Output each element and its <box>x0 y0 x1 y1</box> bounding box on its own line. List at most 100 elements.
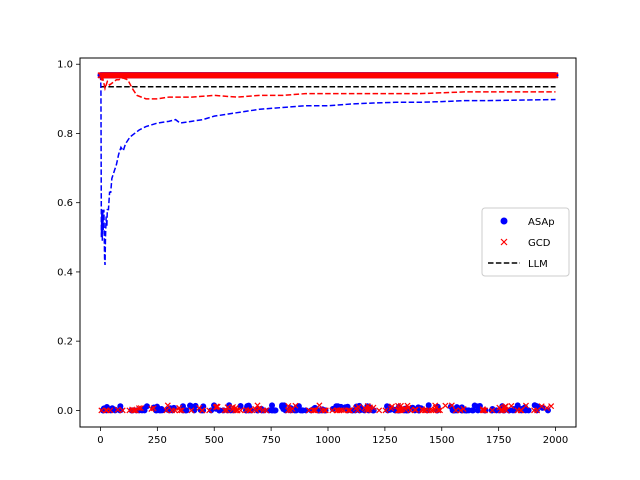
point-gcd-low <box>305 407 312 414</box>
point-asap-low <box>154 403 161 410</box>
point-asap-low <box>269 402 276 409</box>
point-asap-low <box>514 402 521 409</box>
point-gcd-low <box>285 402 292 410</box>
point-gcd-low <box>234 407 241 414</box>
point-gcd-low <box>163 407 170 414</box>
point-gcd-low <box>107 407 114 414</box>
point-gcd-low <box>252 405 259 412</box>
point-gcd-low <box>229 406 236 413</box>
point-gcd-low <box>479 406 486 413</box>
point-gcd-low <box>329 407 336 414</box>
point-gcd-low <box>178 407 185 414</box>
point-asap-low <box>525 407 532 414</box>
point-gcd-low <box>260 407 267 414</box>
x-tick-label: 750 <box>262 435 281 446</box>
point-gcd-low <box>188 407 195 414</box>
point-gcd-low <box>164 402 171 409</box>
series-gcd <box>97 72 559 414</box>
x-tick-label: 2000 <box>543 435 568 446</box>
point-gcd-low <box>460 405 467 412</box>
y-tick-label: 0.2 <box>57 337 73 348</box>
point-gcd-low <box>421 407 428 414</box>
point-gcd-low <box>508 402 515 409</box>
legend-marker-asap <box>500 217 508 225</box>
point-gcd-low <box>538 403 545 410</box>
point-gcd-low <box>311 407 318 414</box>
series-layer <box>97 72 559 414</box>
point-gcd-low <box>114 406 121 413</box>
point-asap-low <box>469 407 476 414</box>
point-gcd-low <box>206 407 213 414</box>
point-gcd-low <box>404 402 411 409</box>
point-asap-low <box>272 407 279 414</box>
point-asap-low <box>158 405 165 412</box>
x-tick-label: 500 <box>205 435 224 446</box>
point-gcd-low <box>543 404 550 412</box>
point-gcd-low <box>334 407 341 414</box>
point-gcd-low <box>452 407 459 414</box>
point-gcd-low <box>98 407 105 414</box>
point-gcd-low <box>522 402 529 409</box>
point-asap-low <box>534 403 541 410</box>
point-gcd-low <box>479 407 486 414</box>
y-tick-label: 1.0 <box>57 60 73 71</box>
point-gcd-low <box>411 406 418 413</box>
point-gcd-low <box>221 407 228 414</box>
point-gcd-low <box>214 403 221 410</box>
point-gcd-low <box>212 404 219 411</box>
point-asap-low <box>237 402 244 409</box>
point-gcd-low <box>340 407 347 414</box>
point-gcd-low <box>436 407 444 414</box>
point-gcd-low <box>318 407 325 414</box>
point-gcd-low <box>346 407 354 414</box>
point-asap-low <box>425 402 432 409</box>
y-axis: 0.0 0.2 0.4 0.6 0.8 1.0 <box>57 60 80 417</box>
x-tick-label: 1250 <box>372 435 397 446</box>
point-gcd-low <box>352 405 359 412</box>
point-gcd-top <box>552 72 559 79</box>
point-gcd-low <box>289 405 296 412</box>
point-gcd-low <box>135 405 143 412</box>
y-tick-label: 0.8 <box>57 129 73 140</box>
point-gcd-low <box>176 407 183 414</box>
legend-label-gcd: GCD <box>528 238 551 249</box>
x-tick-label: 1500 <box>429 435 454 446</box>
point-gcd-low <box>531 407 538 414</box>
series-line-4 <box>99 74 556 100</box>
point-gcd-low <box>137 405 144 412</box>
point-gcd-low <box>503 407 510 414</box>
x-axis: 0 250 500 750 1000 1250 1500 1750 2000 <box>97 427 568 446</box>
point-gcd-low <box>223 407 230 414</box>
y-tick-label: 0.4 <box>57 267 73 278</box>
point-gcd-low <box>321 407 328 414</box>
point-gcd-low <box>131 407 138 414</box>
point-gcd-low <box>150 405 157 412</box>
x-tick-label: 1000 <box>315 435 340 446</box>
legend-label-asap: ASAp <box>528 217 555 228</box>
point-gcd-low <box>489 407 496 414</box>
point-gcd-low <box>382 407 389 414</box>
point-gcd-low <box>428 407 435 414</box>
legend-box <box>481 207 570 277</box>
point-asap-low <box>188 403 195 410</box>
point-gcd-low <box>514 407 521 414</box>
point-gcd-low <box>345 407 352 414</box>
point-gcd-low <box>398 406 405 413</box>
point-gcd-low <box>388 405 395 412</box>
point-gcd-low <box>448 402 455 409</box>
point-gcd-low <box>548 403 555 410</box>
point-asap-low <box>192 402 199 409</box>
point-gcd-low <box>254 402 261 409</box>
point-gcd-low <box>407 407 414 414</box>
point-asap-low <box>143 403 150 410</box>
point-gcd-low <box>432 404 439 411</box>
point-gcd-low <box>199 407 206 414</box>
point-asap-low <box>179 403 186 410</box>
y-tick-label: 0.0 <box>57 406 73 417</box>
legend: ASAp GCD LLM <box>481 207 570 277</box>
point-gcd-low <box>376 407 383 414</box>
x-tick-label: 250 <box>148 435 167 446</box>
point-gcd-low <box>497 407 504 414</box>
x-tick-label: 1750 <box>486 435 511 446</box>
